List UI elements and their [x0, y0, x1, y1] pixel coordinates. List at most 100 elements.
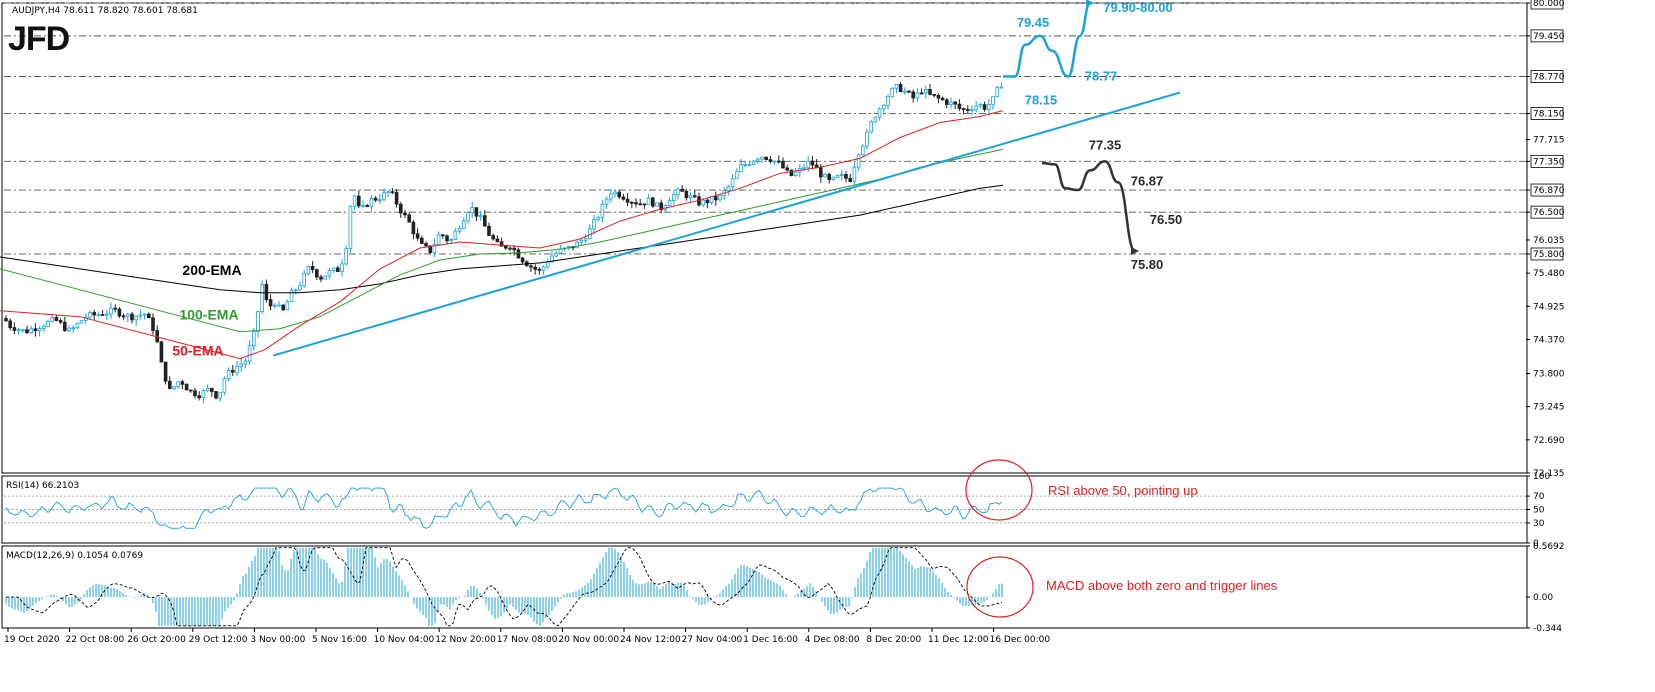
candle-body [546, 261, 550, 268]
candle-body [184, 383, 189, 391]
candle [16, 328, 21, 336]
candle [180, 379, 185, 390]
candle-body [600, 203, 605, 218]
time-tick-label: 8 Dec 20:00 [866, 635, 921, 645]
candle [126, 312, 130, 322]
candle-body [260, 283, 264, 313]
candle [109, 302, 113, 320]
candle [541, 265, 546, 275]
candle [609, 189, 613, 203]
candle-body [163, 361, 168, 382]
candle [348, 205, 353, 253]
candle-body [911, 91, 915, 99]
candle-body [20, 329, 25, 332]
candle [634, 198, 638, 208]
macd-panel-frame [1, 545, 1528, 629]
candle [495, 235, 500, 243]
ema-label-0: 200-EMA [182, 262, 241, 278]
macd-note: MACD above both zero and trigger lines [1046, 578, 1278, 593]
candle [835, 174, 840, 178]
candle-body [117, 308, 122, 317]
candle [747, 162, 752, 166]
candle [197, 391, 202, 401]
candle-body [613, 191, 617, 195]
price-tick-label: 74.370 [1533, 335, 1565, 345]
candle [487, 222, 491, 237]
candle-body [940, 97, 945, 101]
candle [243, 357, 248, 369]
candle-body [466, 212, 470, 222]
candle [268, 294, 273, 311]
candle [735, 168, 739, 180]
candle-body [739, 164, 743, 173]
candle-body [100, 314, 105, 316]
candle [718, 194, 722, 202]
price-tick-label: 76.035 [1533, 236, 1565, 246]
candle-body [772, 160, 777, 163]
ema-100-line [0, 148, 1004, 333]
candle [46, 319, 50, 328]
candle [777, 155, 781, 164]
candle [684, 189, 689, 201]
candle [272, 302, 277, 309]
candle [130, 312, 134, 324]
candle [554, 250, 558, 258]
candle-body [785, 167, 789, 171]
candle-body [890, 87, 894, 98]
candle [503, 245, 508, 251]
macd-tick-label: 0.00 [1533, 593, 1553, 603]
price-tick-label: 73.800 [1533, 370, 1565, 380]
candle-body [655, 202, 659, 207]
candle-body [840, 173, 844, 176]
candle [390, 188, 395, 195]
candle [382, 188, 386, 202]
price-level-box [1530, 154, 1564, 168]
candle-body [789, 169, 794, 176]
candle-body [369, 197, 374, 207]
candle [537, 267, 542, 275]
candle-body [819, 167, 823, 178]
candle [239, 358, 244, 372]
rsi-tick-label: 50 [1533, 506, 1545, 516]
candle [630, 200, 634, 209]
candle-body [604, 198, 609, 205]
candle-body [781, 160, 785, 169]
candle [789, 169, 794, 177]
macd-tick-label: 0.5692 [1533, 542, 1565, 552]
candle [331, 267, 336, 273]
price-level-box [1530, 183, 1564, 197]
candle [482, 210, 487, 227]
candle [533, 264, 537, 275]
rsi-line [5, 487, 1003, 529]
candle-body [327, 270, 332, 277]
price-level-box [1530, 205, 1564, 219]
candle-body [802, 167, 806, 170]
candle [50, 314, 54, 323]
candle-body [167, 380, 172, 389]
candle [79, 319, 84, 324]
candle [768, 156, 773, 164]
candle [335, 265, 340, 272]
candle [600, 200, 605, 223]
candle [394, 188, 399, 208]
candle [319, 274, 323, 283]
candle-body [29, 328, 33, 334]
candle-body [373, 197, 378, 201]
candle [466, 210, 470, 224]
candle-body [461, 220, 466, 229]
candle [491, 233, 495, 241]
price-level-box [1530, 247, 1564, 261]
candle-body [529, 265, 533, 268]
candle-body [159, 341, 164, 363]
candle-body [676, 188, 680, 195]
candle-body [415, 233, 420, 239]
macd-tick-label: -0.344 [1533, 624, 1562, 634]
price-tick-label: 77.350 [1533, 157, 1565, 167]
price-level-box [1530, 70, 1564, 83]
candle-body [151, 317, 155, 331]
price-level-box [1530, 107, 1564, 120]
candle-body [88, 312, 92, 318]
candle-body [440, 234, 445, 237]
candle [461, 217, 466, 230]
